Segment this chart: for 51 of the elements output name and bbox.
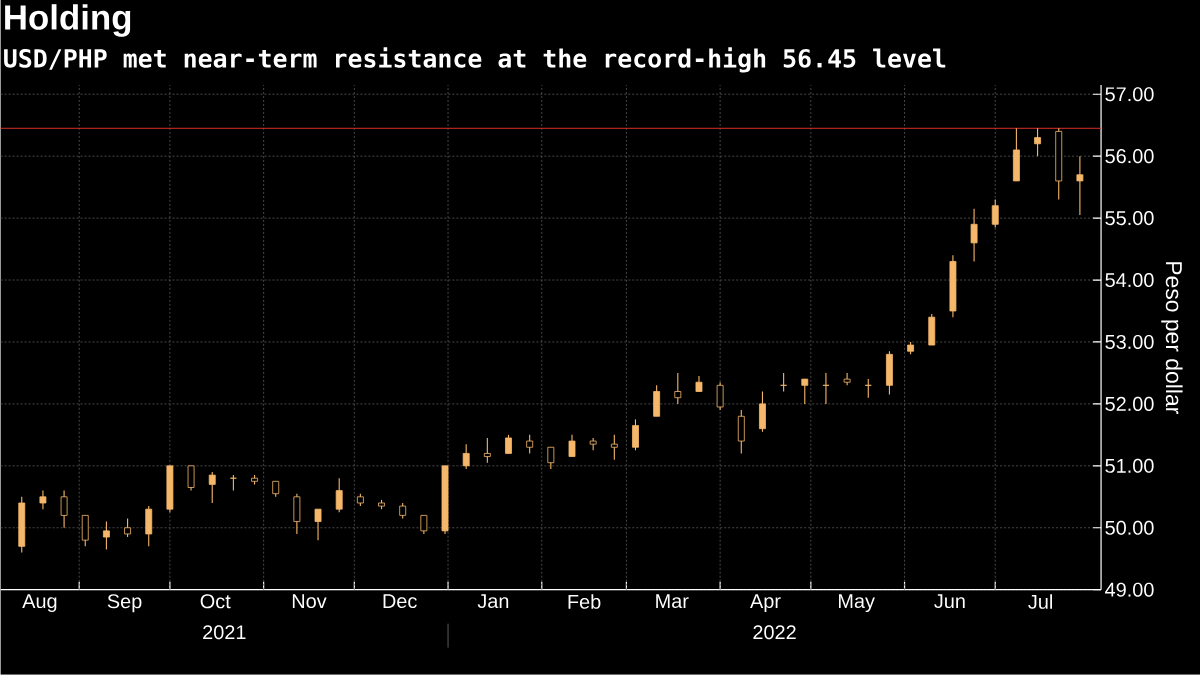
candlestick [1076, 155, 1084, 216]
x-tick-label: Oct [200, 594, 231, 609]
candlestick [505, 434, 512, 455]
candlestick [526, 434, 534, 455]
candlestick [60, 490, 68, 529]
candlestick [716, 381, 724, 411]
y-tick-label: 52.00 [1105, 397, 1154, 412]
y-tick-label: 55.00 [1105, 211, 1154, 226]
candlestick [102, 521, 110, 551]
candlestick [314, 508, 322, 541]
candlestick [187, 465, 195, 492]
candlestick [483, 437, 491, 464]
x-tick-label: Jul [1028, 594, 1052, 610]
x-tick-label: Feb [568, 594, 601, 610]
y-tick-label: 51.00 [1105, 458, 1154, 474]
chart-subtitle: USD/PHP met near-term resistance at the record-high 56.45 level [4, 47, 946, 73]
candlestick [610, 434, 618, 461]
candlestick [970, 208, 978, 263]
candlestick [843, 372, 851, 387]
text: 2022 [753, 625, 796, 640]
candlestick [991, 199, 999, 229]
candlestick [39, 490, 47, 510]
x-tick-label: Apr [750, 594, 781, 613]
candlestick [1034, 127, 1041, 157]
y-tick-label: 56.00 [1105, 149, 1154, 164]
candlestick [547, 446, 555, 470]
x-tick-label: May [839, 594, 875, 613]
y-tick-label: 54.00 [1105, 273, 1154, 288]
candlestick [632, 419, 639, 452]
y-tick-label: 53.00 [1105, 335, 1154, 350]
candlestick [568, 434, 576, 458]
x-tick-label: Aug [22, 594, 57, 613]
x-tick-label: Dec [383, 594, 417, 609]
x-tick-label: Nov [292, 594, 327, 609]
x-tick-label: Jan [477, 594, 509, 609]
x-tick-label: Mar [656, 594, 689, 609]
y-tick-label: 49.00 [1105, 582, 1154, 597]
candlestick [124, 518, 131, 538]
candlestick [674, 372, 682, 405]
candlestick [462, 443, 470, 470]
text: 2021 [203, 625, 246, 640]
y-tick-label: 57.00 [1105, 87, 1154, 102]
candlestick [208, 471, 216, 504]
x-tick-label: Jun [934, 594, 965, 609]
candlestick [420, 515, 428, 535]
candlestick [801, 378, 809, 405]
x-tick-label: Sep [107, 594, 142, 613]
chart-title: Holding [5, 4, 131, 37]
y-axis-title: Peso per dollar [1161, 262, 1183, 415]
y-tick-label: 50.00 [1105, 520, 1154, 535]
candlestick [335, 477, 343, 513]
